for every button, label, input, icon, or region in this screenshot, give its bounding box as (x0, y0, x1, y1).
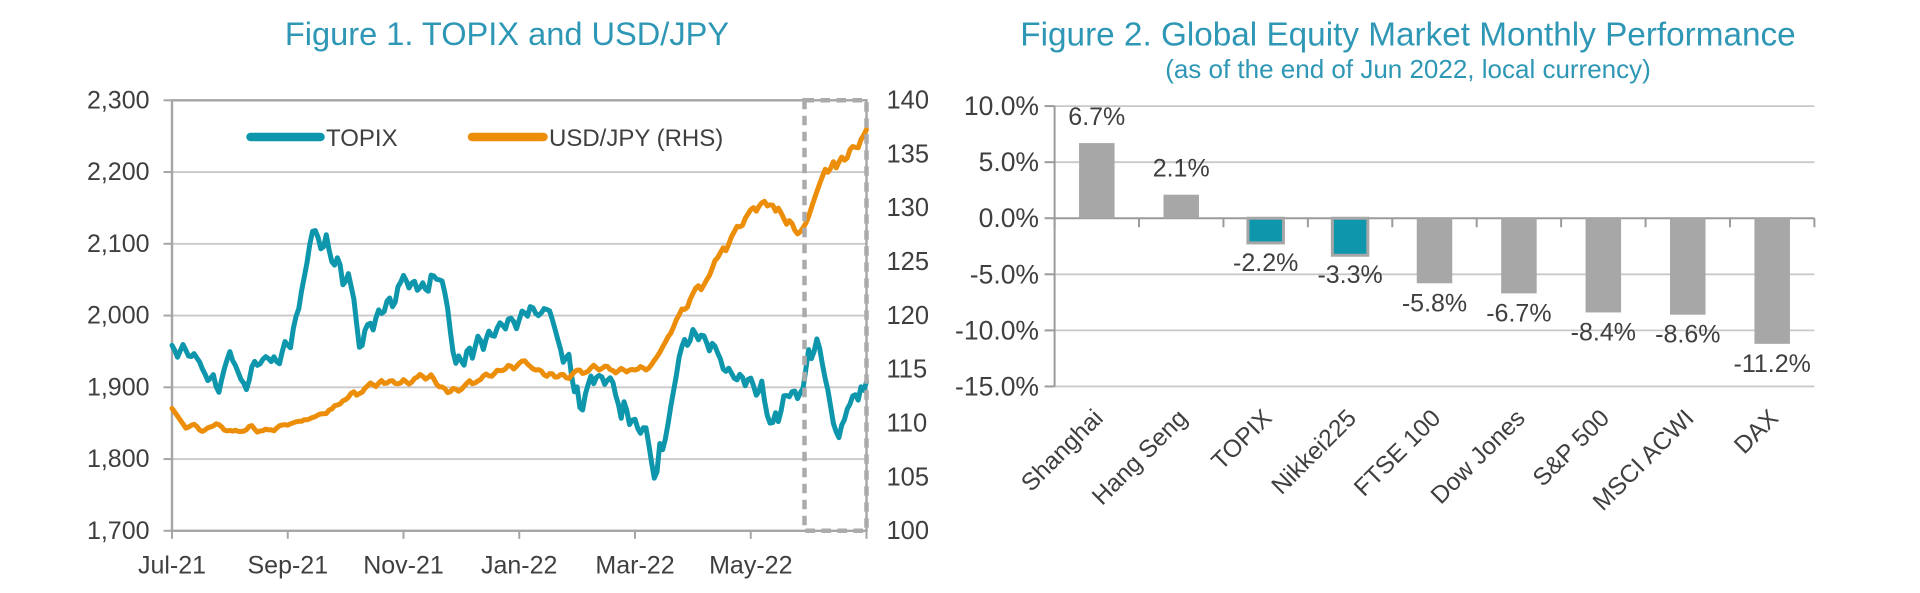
svg-text:-3.3%: -3.3% (1317, 261, 1382, 289)
svg-text:Figure 1. TOPIX and USD/JPY: Figure 1. TOPIX and USD/JPY (285, 15, 729, 52)
svg-text:-2.2%: -2.2% (1233, 249, 1298, 277)
svg-text:135: 135 (887, 140, 930, 168)
svg-text:-11.2%: -11.2% (1734, 350, 1811, 378)
svg-text:Nov-21: Nov-21 (363, 552, 444, 580)
svg-text:10.0%: 10.0% (964, 91, 1039, 121)
svg-text:1,700: 1,700 (87, 517, 150, 545)
svg-text:TOPIX: TOPIX (326, 125, 398, 152)
svg-text:May-22: May-22 (709, 552, 792, 580)
svg-text:-6.7%: -6.7% (1486, 299, 1551, 327)
svg-text:140: 140 (887, 87, 930, 115)
svg-text:-15.0%: -15.0% (955, 372, 1039, 402)
svg-text:Jul-21: Jul-21 (138, 552, 206, 580)
svg-text:0.0%: 0.0% (979, 203, 1039, 233)
svg-text:Jan-22: Jan-22 (481, 552, 557, 580)
svg-text:130: 130 (887, 194, 930, 222)
svg-text:-5.8%: -5.8% (1402, 289, 1467, 317)
svg-text:100: 100 (887, 517, 930, 545)
svg-text:125: 125 (887, 248, 930, 276)
svg-text:2,200: 2,200 (87, 158, 150, 186)
svg-text:Figure 2. Global Equity Market: Figure 2. Global Equity Market Monthly P… (1020, 17, 1795, 54)
svg-text:110: 110 (887, 410, 928, 438)
svg-text:-10.0%: -10.0% (955, 315, 1039, 345)
svg-text:-8.4%: -8.4% (1571, 318, 1636, 346)
svg-text:USD/JPY (RHS): USD/JPY (RHS) (549, 125, 723, 152)
svg-text:(as of the end of Jun 2022, lo: (as of the end of Jun 2022, local curren… (1165, 54, 1651, 84)
svg-text:105: 105 (887, 463, 930, 491)
svg-text:2,000: 2,000 (87, 302, 150, 330)
svg-text:Sep-21: Sep-21 (247, 552, 328, 580)
svg-text:2,100: 2,100 (87, 230, 150, 258)
svg-text:2,300: 2,300 (87, 86, 150, 114)
svg-text:Mar-22: Mar-22 (595, 552, 674, 580)
svg-text:1,900: 1,900 (87, 373, 150, 401)
svg-text:5.0%: 5.0% (979, 147, 1039, 177)
svg-text:1,800: 1,800 (87, 445, 150, 473)
svg-text:115: 115 (887, 356, 928, 384)
svg-text:6.7%: 6.7% (1068, 103, 1125, 131)
svg-text:-5.0%: -5.0% (970, 259, 1039, 289)
svg-text:-8.6%: -8.6% (1655, 321, 1720, 349)
svg-text:120: 120 (887, 302, 930, 330)
svg-text:2.1%: 2.1% (1153, 155, 1210, 183)
